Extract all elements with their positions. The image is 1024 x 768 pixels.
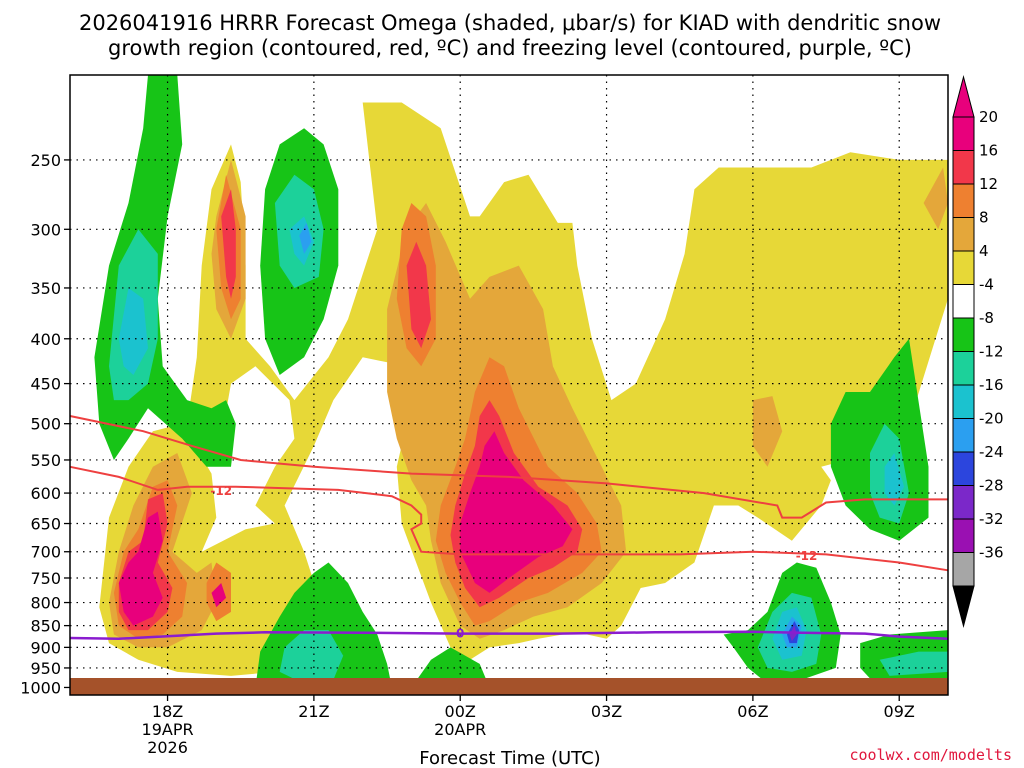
y-tick-label-300: 300 [30,220,61,239]
y-tick-label-550: 550 [30,451,61,470]
title-line-1: 2026041916 HRRR Forecast Omega (shaded, … [79,11,941,35]
colorbar-swatch-12 [952,518,975,553]
x-tick-label-21-0: 21Z [298,702,329,721]
y-tick-label-450: 450 [30,375,61,394]
credit-link[interactable]: coolwx.com/modelts [849,746,1012,764]
colorbar-label-8: 8 [979,209,989,227]
plot-frame [69,74,949,696]
omega-teal-far-se [879,651,948,676]
colorbar-label--36: -36 [979,544,1004,562]
x-tick-label-30-0: 06Z [737,702,768,721]
colorbar-swatch-5 [952,284,975,319]
y-tick-label-600: 600 [30,484,61,503]
colorbar-swatch-13 [952,552,975,587]
y-tick-label-1000: 1000 [20,678,61,697]
ground-surface [70,678,948,695]
colorbar-swatch-9 [952,418,975,453]
x-axis-title: Forecast Time (UTC) [419,748,600,768]
chart-title: 2026041916 HRRR Forecast Omega (shaded, … [79,11,941,60]
y-tick-label-750: 750 [30,569,61,588]
colorbar-label-16: 16 [979,142,998,160]
colorbar-swatch-0 [952,116,975,151]
colorbar-swatch-6 [952,317,975,352]
freezing-level-contour [69,630,949,641]
plot-border [69,74,949,696]
omega-green-bottom [411,647,490,688]
x-tick-label-18-0: 18Z [152,702,183,721]
colorbar-label--8: -8 [979,309,994,327]
y-tick-label-350: 350 [30,279,61,298]
omega-orange-small [752,396,783,467]
y-tick-label-850: 850 [30,617,61,636]
x-tick-label-18-1: 19APR [142,720,194,739]
colorbar-top-arrow [952,75,975,118]
colorbar-label--20: -20 [979,410,1004,428]
dendritic-upper-contour [69,415,948,519]
x-tick-label-24-0: 00Z [445,702,476,721]
colorbar-swatch-10 [952,451,975,486]
colorbar-swatch-7 [952,351,975,386]
colorbar-label-20: 20 [979,108,998,126]
freezing-label: 0 [456,627,464,641]
title-line-2: growth region (contoured, red, ºC) and f… [108,36,912,60]
y-tick-label-950: 950 [30,659,61,678]
colorbar-swatch-2 [952,183,975,218]
colorbar: 20 16 12 8 4 -4 -8 -12 -16 -20 -24 -28 -32 -36 [952,75,1004,628]
omega-pink-left [118,511,163,626]
plot-area [70,75,948,695]
omega-magenta-upper [406,241,431,349]
x-tick-label-24-1: 20APR [434,720,486,739]
colorbar-label--32: -32 [979,510,1004,528]
omega-pink-mid [211,583,227,608]
ground-band [70,678,948,695]
omega-magenta-jet [221,189,236,299]
omega-pink-core [460,431,573,593]
colorbar-swatch-4 [952,250,975,285]
colorbar-swatch-8 [952,384,975,419]
colorbar-swatch-3 [952,217,975,252]
colorbar-label-4: 4 [979,242,989,260]
y-tick-label-250: 250 [30,151,61,170]
colorbar-label--24: -24 [979,443,1004,461]
colorbar-bottom-arrow [952,585,975,628]
colorbar-label--4: -4 [979,276,994,294]
x-tick-label-33-0: 09Z [884,702,915,721]
dendritic-label-1: -12 [210,484,232,498]
dendritic-lower-contour [69,465,949,572]
omega-orange-nw [923,167,948,230]
y-tick-label-650: 650 [30,515,61,534]
colorbar-label--28: -28 [979,477,1004,495]
y-tick-label-800: 800 [30,594,61,613]
colorbar-label--12: -12 [979,343,1004,361]
x-tick-label-27-0: 03Z [591,702,622,721]
colorbar-label--16: -16 [979,376,1004,394]
omega-blue-upper [299,222,312,254]
omega-cyan-west [118,288,148,375]
x-tick-label-18-2: 2026 [147,738,188,757]
colorbar-swatch-1 [952,150,975,185]
contour-lines: -12 -12 0 [69,415,949,641]
colorbar-swatch-11 [952,485,975,520]
y-tick-label-900: 900 [30,638,61,657]
omega-teal-low [279,630,344,684]
y-tick-label-500: 500 [30,415,61,434]
colorbar-label-12: 12 [979,175,998,193]
y-tick-label-400: 400 [30,330,61,349]
y-axis-ticks: 250 300 350 400 450 500 550 600 650 700 750 800 850 9… [20,151,70,697]
y-tick-label-700: 700 [30,543,61,562]
dendritic-label-2: -12 [796,549,818,563]
